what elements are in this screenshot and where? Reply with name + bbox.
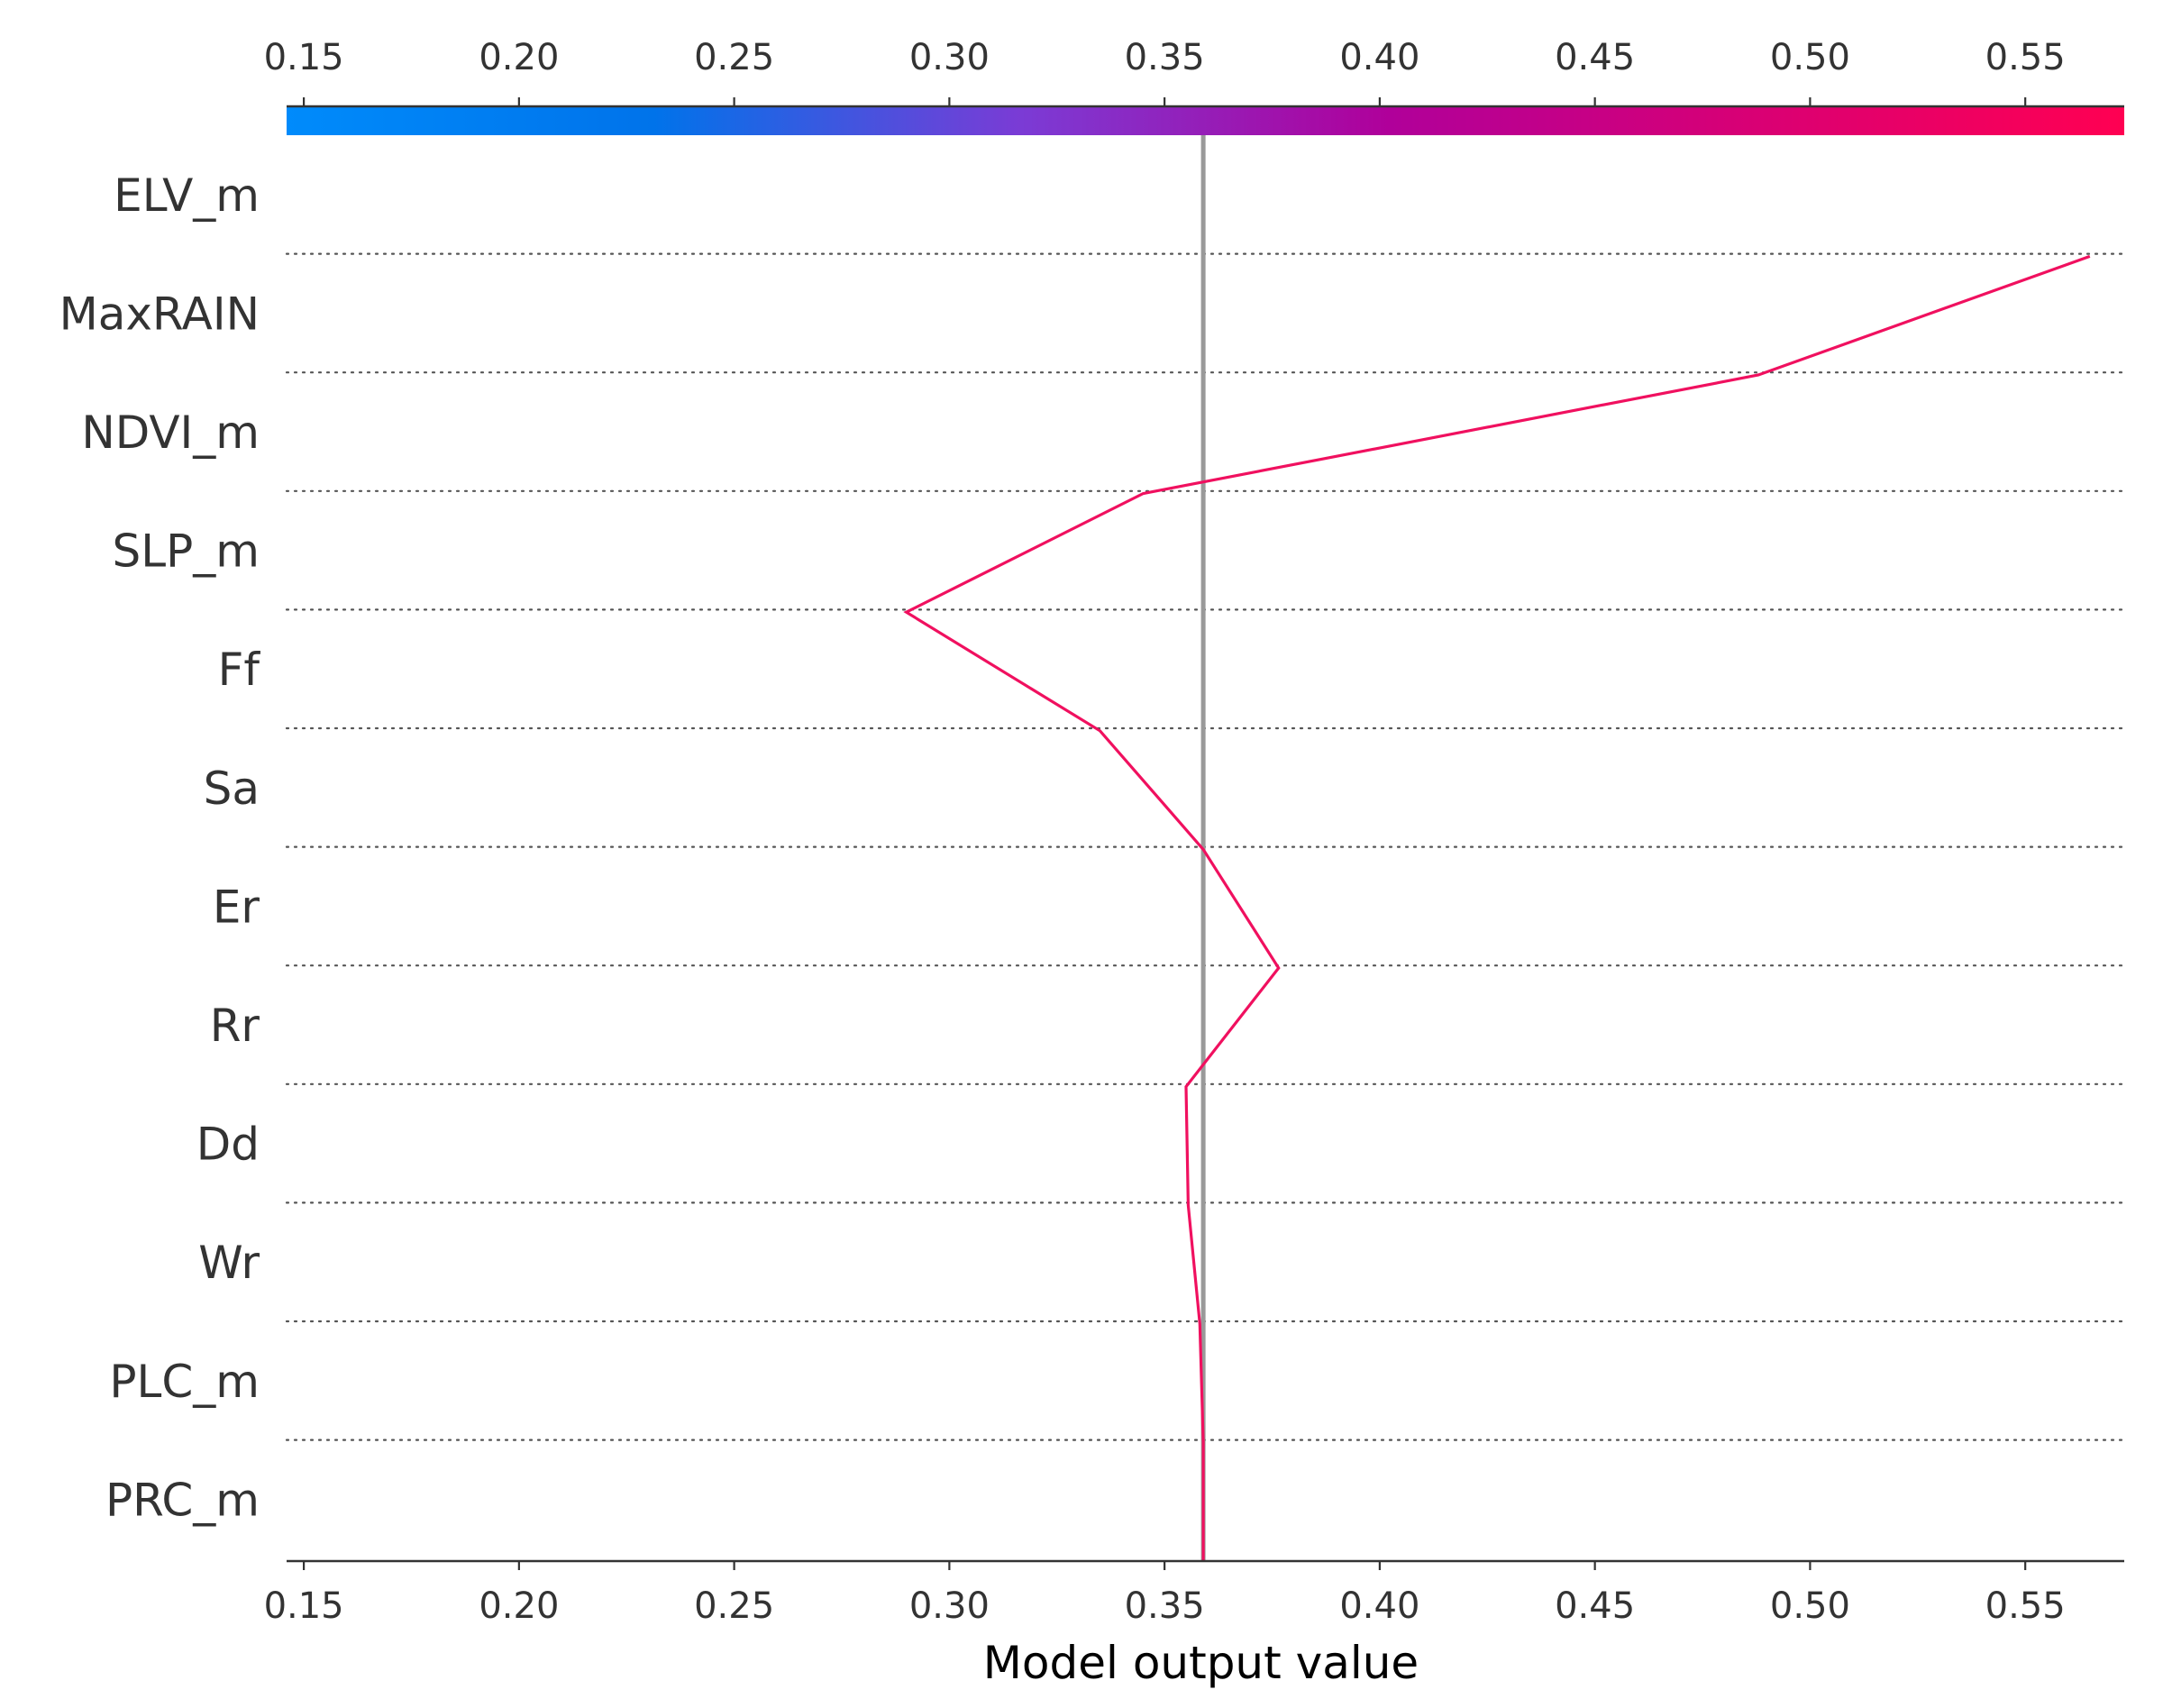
bottom-tick-label: 0.45 xyxy=(1555,1585,1635,1627)
bottom-tick-label: 0.30 xyxy=(909,1585,990,1627)
top-tick-label: 0.55 xyxy=(1985,37,2066,78)
axis-layer: 0.15 0.15 0.20 0.20 0.25 0.25 0.30 0.30 0.35 0.35… xyxy=(264,37,2124,1689)
top-tick-label: 0.50 xyxy=(1770,37,1850,78)
feature-label: Wr xyxy=(198,1237,260,1289)
top-tick-label: 0.30 xyxy=(909,37,990,78)
colorbar-layer xyxy=(287,106,2124,135)
bottom-tick-label: 0.25 xyxy=(694,1585,774,1627)
feature-label: PLC_m xyxy=(109,1356,260,1408)
colorbar xyxy=(287,106,2124,135)
top-tick-label: 0.20 xyxy=(479,37,559,78)
feature-label: MaxRAIN xyxy=(59,288,260,340)
x-axis-title: Model output value xyxy=(983,1637,1419,1689)
feature-label: ELV_m xyxy=(114,169,260,222)
bottom-tick-label: 0.15 xyxy=(264,1585,344,1627)
line-layer xyxy=(903,254,2091,1561)
feature-label: SLP_m xyxy=(113,525,260,578)
top-tick-label: 0.40 xyxy=(1339,37,1419,78)
feature-label: Dd xyxy=(196,1119,260,1171)
bottom-tick-label: 0.35 xyxy=(1125,1585,1205,1627)
bottom-tick-label: 0.55 xyxy=(1985,1585,2066,1627)
feature-label: NDVI_m xyxy=(81,406,260,459)
top-tick-label: 0.45 xyxy=(1555,37,1635,78)
top-tick-label: 0.15 xyxy=(264,37,344,78)
bottom-tick-label: 0.40 xyxy=(1339,1585,1419,1627)
decision-line xyxy=(903,254,2091,1561)
feature-label: Ff xyxy=(218,644,261,696)
feature-label: PRC_m xyxy=(105,1474,260,1526)
bottom-tick-label: 0.20 xyxy=(479,1585,559,1627)
feature-label: Sa xyxy=(204,763,260,815)
feature-label: Er xyxy=(213,881,260,933)
label-layer: ELV_m MaxRAIN NDVI_m SLP_m Ff Sa Er Rr Dd Wr PLC_m… xyxy=(59,169,261,1527)
top-tick-label: 0.25 xyxy=(694,37,774,78)
top-tick-label: 0.35 xyxy=(1125,37,1205,78)
bottom-tick-label: 0.50 xyxy=(1770,1585,1850,1627)
feature-label: Rr xyxy=(210,1000,260,1052)
